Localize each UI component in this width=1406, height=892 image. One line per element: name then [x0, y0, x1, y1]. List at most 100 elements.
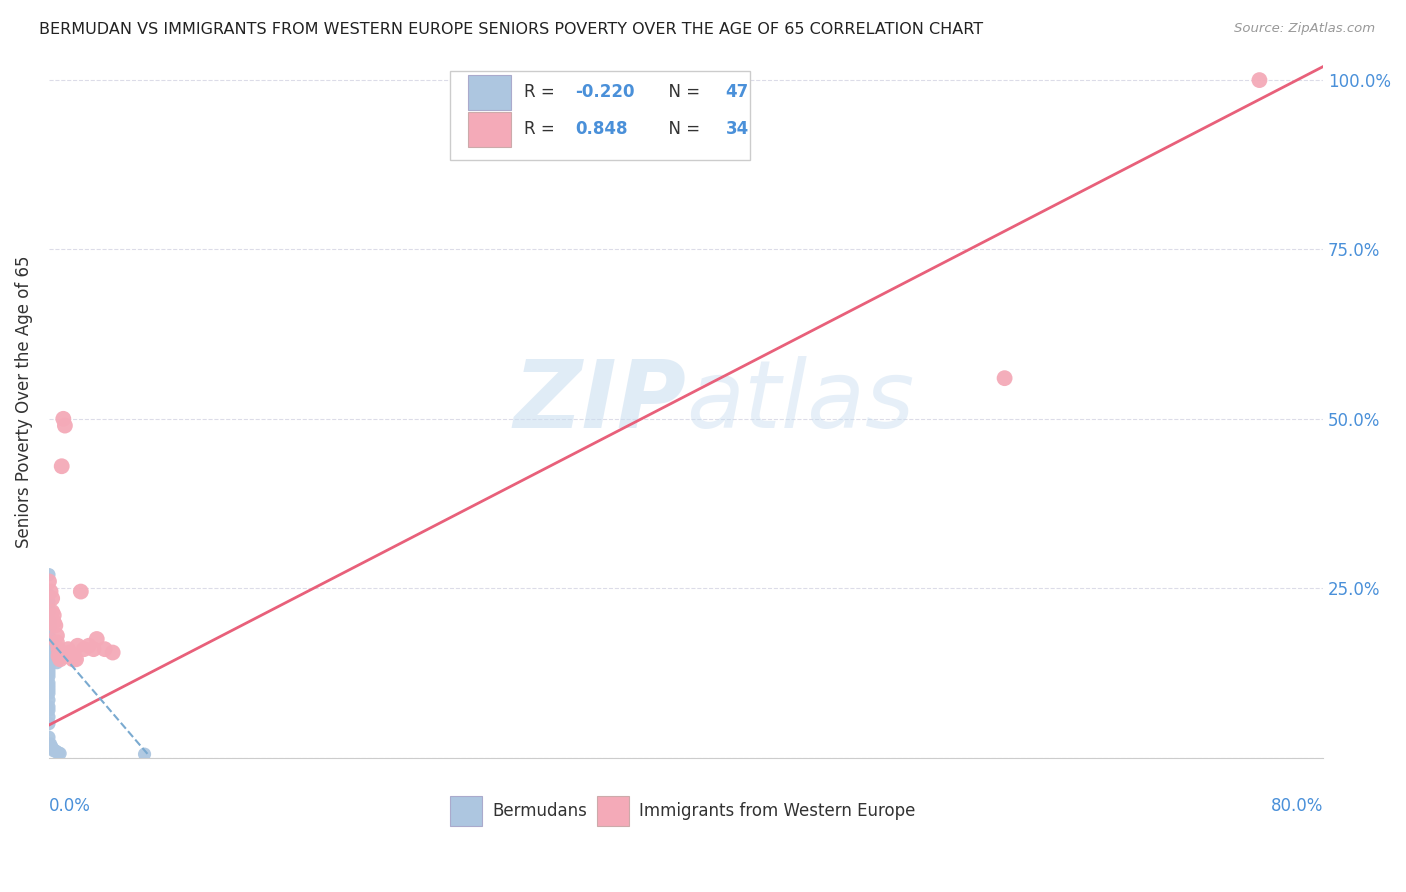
Point	[38, 656, 60, 670]
Text: 47: 47	[725, 84, 749, 102]
Point	[38, 625, 60, 640]
Bar	[468, 76, 512, 110]
Point	[38, 665, 60, 680]
Point	[38, 622, 60, 636]
Point	[44, 648, 66, 663]
Point	[38, 699, 60, 714]
Point	[38, 693, 60, 707]
Y-axis label: Seniors Poverty Over the Age of 65: Seniors Poverty Over the Age of 65	[15, 256, 32, 548]
Point	[53, 418, 76, 433]
Point	[48, 642, 70, 657]
Text: 0.0%: 0.0%	[49, 797, 91, 814]
Point	[42, 608, 65, 623]
Point	[38, 642, 60, 657]
Point	[42, 744, 65, 758]
Point	[45, 629, 67, 643]
Point	[38, 730, 60, 744]
Point	[42, 615, 65, 629]
Point	[44, 618, 66, 632]
Point	[38, 588, 60, 602]
Text: 0.848: 0.848	[575, 120, 627, 138]
Point	[69, 584, 91, 599]
Point	[38, 663, 60, 677]
Text: ZIP: ZIP	[513, 356, 686, 448]
Point	[62, 652, 84, 666]
Point	[38, 605, 60, 619]
Point	[77, 639, 100, 653]
Point	[42, 642, 65, 657]
Point	[93, 642, 115, 657]
Text: Bermudans: Bermudans	[492, 802, 588, 820]
Point	[38, 574, 60, 589]
Point	[41, 591, 63, 606]
Point	[39, 737, 62, 751]
Point	[86, 632, 108, 646]
Point	[41, 605, 63, 619]
Point	[38, 567, 60, 582]
Point	[49, 652, 72, 666]
Point	[39, 584, 62, 599]
Point	[51, 459, 73, 474]
Point	[38, 716, 60, 731]
Point	[38, 601, 60, 615]
Text: R =: R =	[524, 84, 560, 102]
Point	[38, 595, 60, 609]
Point	[38, 639, 60, 653]
Point	[59, 646, 82, 660]
Point	[134, 747, 156, 761]
Point	[56, 642, 79, 657]
Text: atlas: atlas	[686, 357, 914, 448]
Point	[39, 615, 62, 629]
Point	[38, 680, 60, 694]
Bar	[598, 796, 628, 826]
Text: 34: 34	[725, 120, 749, 138]
Point	[45, 635, 67, 649]
Point	[65, 652, 87, 666]
Point	[1249, 73, 1271, 87]
Text: R =: R =	[524, 120, 565, 138]
Point	[52, 412, 75, 426]
Point	[101, 646, 124, 660]
Text: N =: N =	[658, 84, 706, 102]
Point	[994, 371, 1017, 385]
Point	[38, 669, 60, 683]
Point	[51, 648, 73, 663]
Point	[38, 629, 60, 643]
Point	[53, 648, 76, 663]
Point	[38, 703, 60, 717]
Point	[38, 652, 60, 666]
Point	[38, 612, 60, 626]
Text: 80.0%: 80.0%	[1271, 797, 1323, 814]
Point	[60, 648, 83, 663]
Point	[45, 656, 67, 670]
Text: BERMUDAN VS IMMIGRANTS FROM WESTERN EUROPE SENIORS POVERTY OVER THE AGE OF 65 CO: BERMUDAN VS IMMIGRANTS FROM WESTERN EURO…	[39, 22, 983, 37]
Bar	[468, 112, 512, 146]
Point	[38, 648, 60, 663]
Point	[39, 618, 62, 632]
Point	[45, 745, 67, 759]
Point	[48, 746, 70, 760]
Point	[38, 632, 60, 646]
Point	[38, 710, 60, 724]
Point	[49, 648, 72, 663]
Text: Source: ZipAtlas.com: Source: ZipAtlas.com	[1234, 22, 1375, 36]
Bar	[450, 796, 482, 826]
FancyBboxPatch shape	[450, 71, 749, 160]
Text: Immigrants from Western Europe: Immigrants from Western Europe	[638, 802, 915, 820]
Point	[63, 652, 86, 666]
Point	[41, 740, 63, 755]
Point	[83, 642, 105, 657]
Text: -0.220: -0.220	[575, 84, 634, 102]
Point	[38, 659, 60, 673]
Text: N =: N =	[658, 120, 706, 138]
Point	[38, 682, 60, 697]
Point	[49, 747, 72, 761]
Point	[44, 744, 66, 758]
Point	[38, 646, 60, 660]
Point	[66, 639, 89, 653]
Point	[73, 642, 96, 657]
Point	[38, 635, 60, 649]
Point	[38, 615, 60, 629]
Point	[41, 635, 63, 649]
Point	[38, 686, 60, 700]
